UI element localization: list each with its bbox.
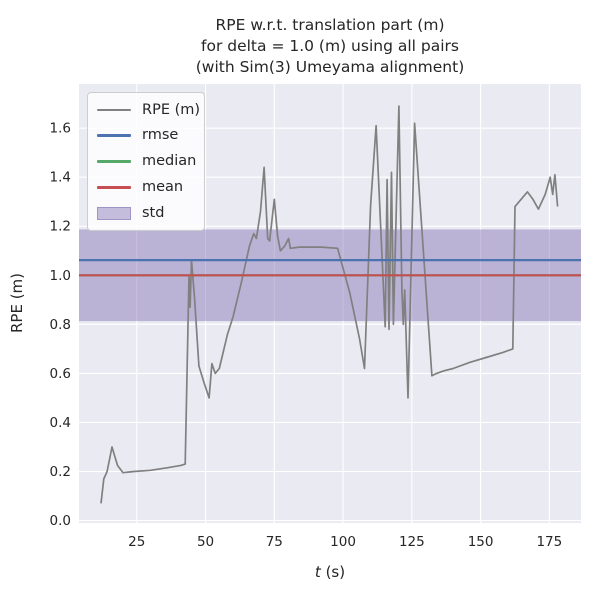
rpe-polyline: [100, 105, 559, 504]
x-tick-label: 100: [330, 534, 356, 550]
y-tick-label: 0.6: [50, 366, 71, 382]
legend-item-rpe: RPE (m): [97, 103, 204, 118]
legend: RPE (m) rmse median mean std: [87, 92, 205, 231]
rmse-line-swatch-icon: [97, 134, 131, 137]
rpe-line: [100, 105, 559, 504]
x-axis-label-units: (s): [321, 563, 345, 581]
legend-label-rmse: rmse: [142, 127, 179, 144]
legend-item-rmse: rmse: [97, 128, 204, 143]
y-tick-label: 0.0: [50, 513, 71, 529]
mean-line-swatch-icon: [97, 185, 131, 189]
std-patch-swatch-icon: [97, 206, 131, 220]
legend-label-rpe: RPE (m): [142, 101, 201, 118]
legend-item-mean: mean: [97, 180, 204, 195]
y-tick-label: 0.8: [50, 317, 71, 333]
x-tick-label: 150: [468, 534, 494, 550]
stat-lines: [79, 258, 581, 277]
y-tick-label: 0.4: [50, 415, 71, 431]
y-tick-label: 0.2: [50, 464, 71, 480]
gridlines: [79, 84, 581, 523]
y-tick-label: 1.2: [50, 219, 71, 235]
chart-title-line-1: RPE w.r.t. translation part (m): [215, 16, 444, 34]
chart-title-line-3: (with Sim(3) Umeyama alignment): [196, 58, 465, 76]
x-axis-label-variable: t: [315, 563, 322, 581]
legend-label-mean: mean: [142, 179, 184, 196]
legend-label-std: std: [142, 204, 165, 221]
x-tick-label: 75: [266, 534, 283, 550]
x-tick-label: 125: [399, 534, 425, 550]
median-line-swatch-icon: [97, 160, 131, 163]
x-tick-label: 175: [536, 534, 562, 550]
chart-title-line-2: for delta = 1.0 (m) using all pairs: [201, 37, 459, 55]
x-tick-label: 50: [197, 534, 214, 550]
y-tick-label: 1.6: [50, 121, 71, 137]
x-axis-label: t (s): [315, 563, 345, 581]
y-tick-labels: 0.0 0.2 0.4 0.6 0.8 1.0 1.2 1.4 1.6: [50, 121, 71, 529]
y-tick-label: 1.4: [50, 170, 71, 186]
y-axis-label: RPE (m): [8, 273, 26, 333]
rpe-line-swatch-icon: [97, 108, 131, 112]
legend-item-std: std: [97, 206, 204, 221]
x-tick-labels: 25 50 75 100 125 150 175: [128, 534, 562, 550]
x-tick-label: 25: [128, 534, 145, 550]
legend-item-median: median: [97, 154, 204, 169]
legend-label-median: median: [142, 153, 197, 170]
y-tick-label: 1.0: [50, 268, 71, 284]
